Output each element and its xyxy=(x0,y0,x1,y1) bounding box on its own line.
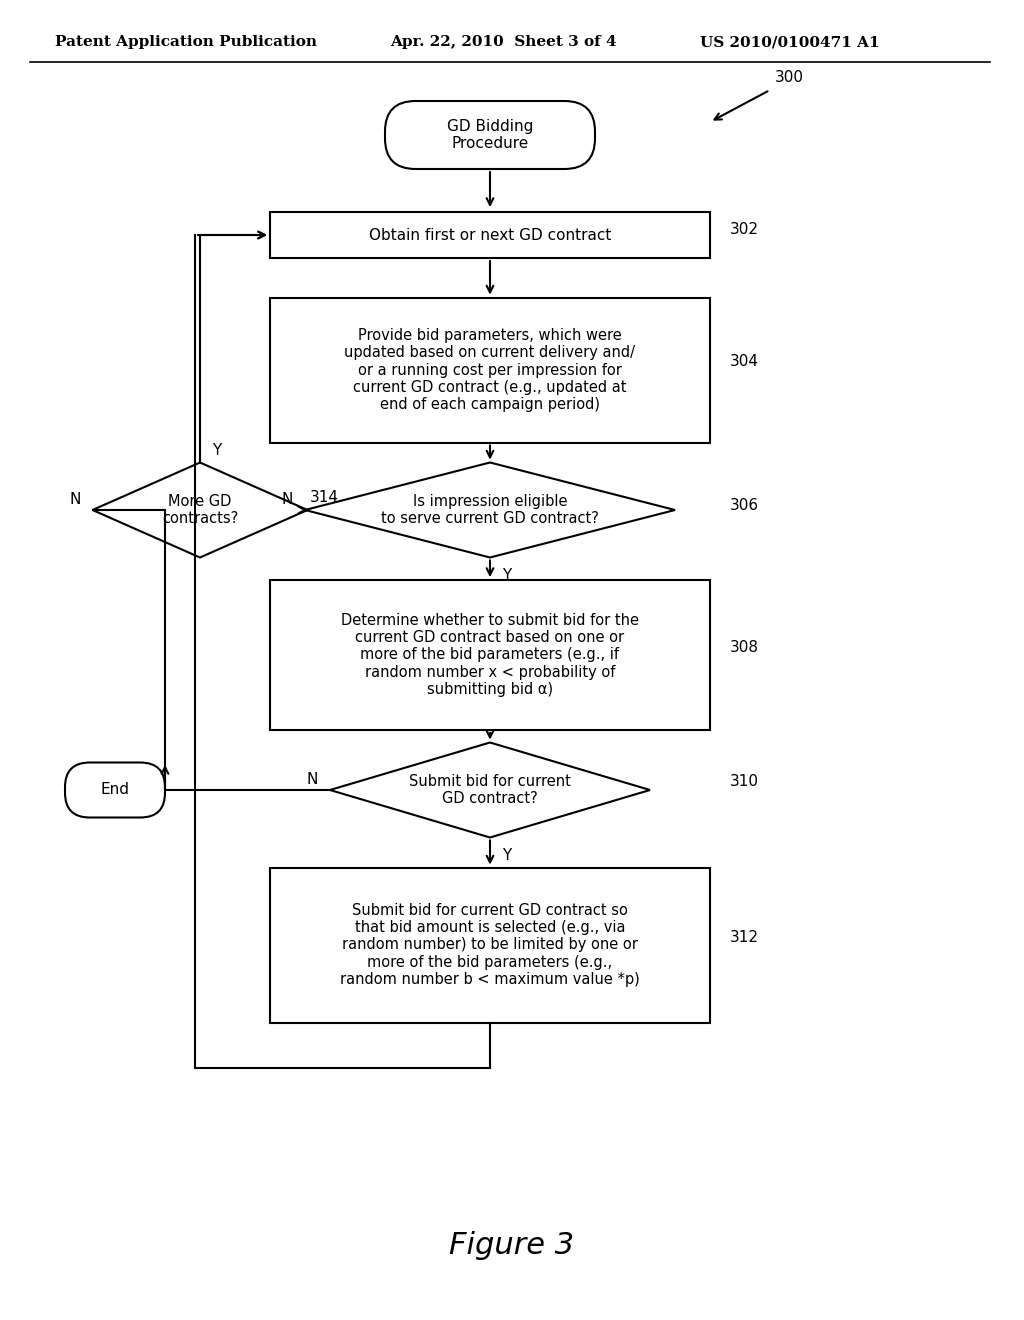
Polygon shape xyxy=(305,462,675,557)
Text: N: N xyxy=(70,492,81,507)
Text: More GD
contracts?: More GD contracts? xyxy=(162,494,239,527)
Polygon shape xyxy=(330,742,650,837)
Text: Submit bid for current GD contract so
that bid amount is selected (e.g., via
ran: Submit bid for current GD contract so th… xyxy=(340,903,640,987)
Text: N: N xyxy=(282,492,293,507)
Text: 310: 310 xyxy=(730,775,759,789)
Text: Obtain first or next GD contract: Obtain first or next GD contract xyxy=(369,227,611,243)
Text: GD Bidding
Procedure: GD Bidding Procedure xyxy=(446,119,534,152)
Text: 314: 314 xyxy=(310,491,339,506)
Text: US 2010/0100471 A1: US 2010/0100471 A1 xyxy=(700,36,880,49)
Text: 302: 302 xyxy=(730,223,759,238)
Text: Is impression eligible
to serve current GD contract?: Is impression eligible to serve current … xyxy=(381,494,599,527)
Bar xyxy=(270,579,710,730)
Text: Apr. 22, 2010  Sheet 3 of 4: Apr. 22, 2010 Sheet 3 of 4 xyxy=(390,36,616,49)
Text: Provide bid parameters, which were
updated based on current delivery and/
or a r: Provide bid parameters, which were updat… xyxy=(344,327,636,412)
Text: Patent Application Publication: Patent Application Publication xyxy=(55,36,317,49)
FancyBboxPatch shape xyxy=(65,763,165,817)
Text: Y: Y xyxy=(502,568,511,583)
Text: 312: 312 xyxy=(730,931,759,945)
Text: Y: Y xyxy=(502,847,511,863)
Text: Figure 3: Figure 3 xyxy=(450,1230,574,1259)
Text: Y: Y xyxy=(212,444,221,458)
Text: 300: 300 xyxy=(775,70,804,84)
Text: End: End xyxy=(100,783,129,797)
Text: 306: 306 xyxy=(730,498,759,512)
Text: Submit bid for current
GD contract?: Submit bid for current GD contract? xyxy=(409,774,571,807)
Polygon shape xyxy=(92,462,307,557)
FancyBboxPatch shape xyxy=(385,102,595,169)
Bar xyxy=(270,213,710,257)
Text: 304: 304 xyxy=(730,355,759,370)
Text: 308: 308 xyxy=(730,640,759,656)
Text: Determine whether to submit bid for the
current GD contract based on one or
more: Determine whether to submit bid for the … xyxy=(341,612,639,697)
Bar xyxy=(270,867,710,1023)
Bar xyxy=(270,297,710,442)
Text: N: N xyxy=(306,772,318,788)
